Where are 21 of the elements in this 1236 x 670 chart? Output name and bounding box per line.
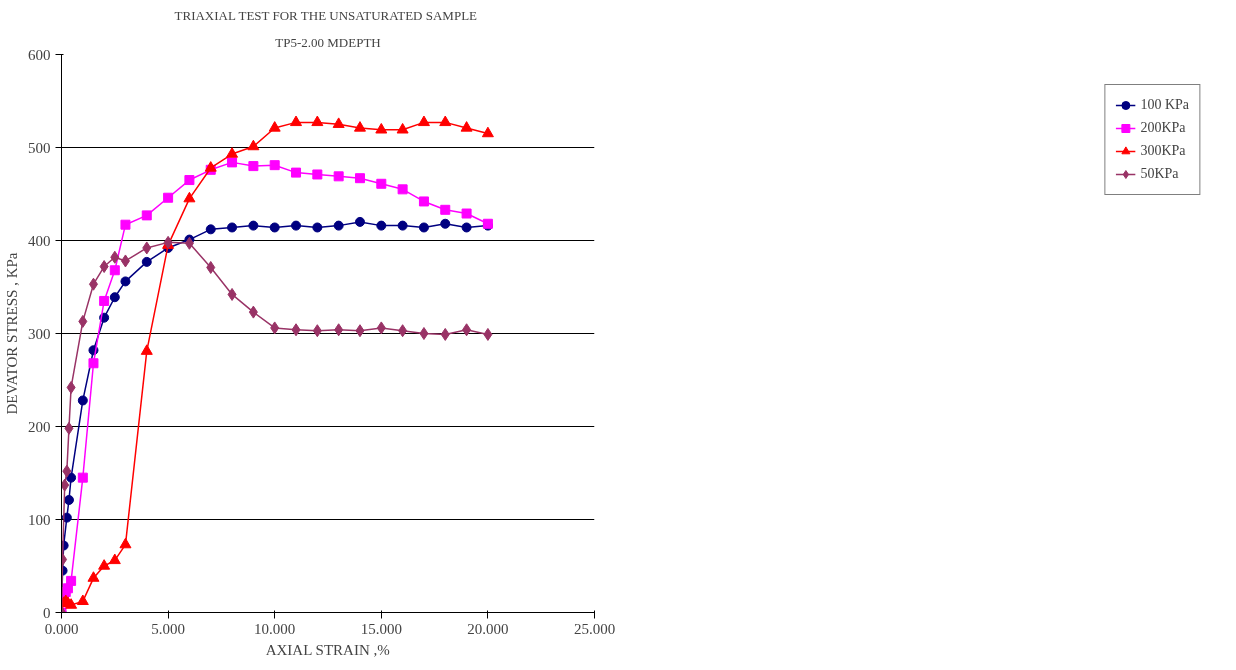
- chart-subtitle: TP5-2.00 MDEPTH: [275, 34, 381, 50]
- chart-title: TRIAXIAL TEST FOR THE UNSATURATED SAMPLE: [174, 7, 478, 23]
- y-tick-label: 200: [28, 418, 51, 435]
- y-tick-label: 0: [43, 604, 51, 621]
- x-tick-label: 15.000: [360, 620, 402, 637]
- y-tick-label: 100: [28, 511, 51, 528]
- x-tick-label: 0.000: [44, 620, 79, 637]
- x-axis-title: AXIAL STRAIN ,%: [265, 641, 390, 658]
- y-tick-label: 400: [28, 232, 51, 249]
- x-tick-label: 10.000: [254, 620, 296, 637]
- x-tick-label: 20.000: [467, 620, 509, 637]
- y-tick-label: 600: [28, 46, 51, 63]
- y-tick-label: 500: [28, 139, 51, 156]
- y-axis-title: DEVATOR STRESS , KPa: [4, 252, 20, 415]
- y-tick-label: 300: [28, 325, 51, 342]
- legend-label: 200KPa: [1140, 120, 1186, 136]
- legend-label: 100 KPa: [1140, 97, 1189, 113]
- x-tick-label: 25.000: [573, 620, 616, 637]
- legend-label: 300KPa: [1140, 143, 1186, 159]
- legend-label: 50KPa: [1140, 166, 1179, 182]
- x-tick-label: 5.000: [151, 620, 185, 637]
